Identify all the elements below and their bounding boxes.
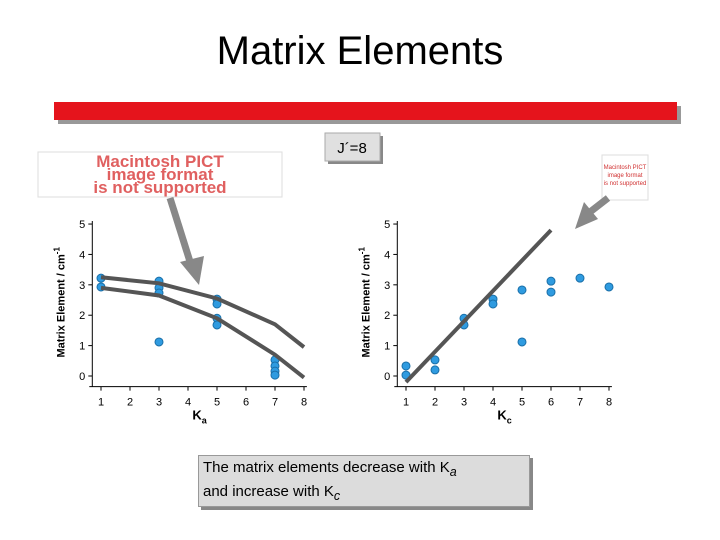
arrow bbox=[166, 195, 611, 285]
pict-text: Macintosh PICT bbox=[604, 165, 647, 171]
pict-right bbox=[601, 154, 649, 201]
x-tick-label: 7 bbox=[577, 397, 583, 409]
x-tick-label: 8 bbox=[606, 397, 612, 409]
y-tick-label: 0 bbox=[79, 371, 85, 383]
y-tick-label: 0 bbox=[384, 371, 390, 383]
x-tick-label: 5 bbox=[214, 397, 220, 409]
x-tick-label: 2 bbox=[432, 397, 438, 409]
caption-text: and increase with K bbox=[203, 483, 334, 500]
pict-text: is not supported bbox=[93, 178, 226, 197]
y-label-sup: -1 bbox=[52, 247, 61, 255]
y-tick-label: 2 bbox=[79, 310, 85, 322]
y-label: Matrix Element / cm-1 bbox=[357, 247, 372, 358]
y-tick-label: 2 bbox=[384, 310, 390, 322]
x-tick-label: 8 bbox=[301, 397, 307, 409]
x-tick-label: 4 bbox=[185, 397, 191, 409]
x-label: Kc bbox=[497, 408, 511, 426]
y-tick-label: 1 bbox=[79, 341, 85, 353]
point bbox=[212, 320, 222, 330]
point bbox=[517, 337, 527, 347]
y-label: Matrix Element / cm-1 bbox=[52, 247, 67, 358]
point bbox=[604, 282, 614, 292]
curve bbox=[404, 228, 553, 384]
pict-text: image format bbox=[107, 165, 214, 184]
x-tick-label: 5 bbox=[519, 397, 525, 409]
point bbox=[546, 276, 556, 286]
x-label-main: K bbox=[497, 408, 507, 423]
label-box bbox=[324, 132, 381, 162]
pict-text: Macintosh PICT bbox=[96, 152, 224, 171]
x-label-sub: a bbox=[202, 416, 208, 426]
point bbox=[154, 337, 164, 347]
red-bar bbox=[54, 102, 677, 120]
caption-text: The matrix elements decrease with K bbox=[203, 459, 450, 476]
pict-left bbox=[37, 151, 283, 198]
x-tick-label: 7 bbox=[272, 397, 278, 409]
point bbox=[546, 287, 556, 297]
y-tick-label: 3 bbox=[79, 280, 85, 292]
x-label-main: K bbox=[192, 408, 202, 423]
y-label-main: Matrix Element / cm bbox=[360, 254, 372, 358]
x-tick-label: 4 bbox=[490, 397, 496, 409]
x-tick-label: 3 bbox=[156, 397, 162, 409]
y-tick-label: 4 bbox=[384, 249, 390, 261]
x-label: Ka bbox=[192, 408, 207, 426]
caption-sub: c bbox=[333, 489, 341, 503]
caption-sub: a bbox=[449, 465, 457, 479]
pict-text: is not supported bbox=[604, 181, 647, 187]
y-tick-label: 5 bbox=[79, 219, 85, 231]
y-tick-label: 5 bbox=[384, 219, 390, 231]
y-tick-label: 1 bbox=[384, 341, 390, 353]
x-tick-label: 3 bbox=[461, 397, 467, 409]
point bbox=[575, 273, 585, 283]
curve bbox=[100, 285, 306, 380]
x-tick-label: 1 bbox=[98, 397, 104, 409]
y-label-main: Matrix Element / cm bbox=[55, 254, 67, 358]
y-tick-label: 3 bbox=[384, 280, 390, 292]
y-tick-label: 4 bbox=[79, 249, 85, 261]
point bbox=[430, 355, 440, 365]
curve bbox=[100, 275, 306, 349]
slide-title: Matrix Elements bbox=[217, 29, 504, 73]
x-label-sub: c bbox=[507, 416, 512, 426]
x-tick-label: 1 bbox=[403, 397, 409, 409]
point bbox=[488, 299, 498, 309]
y-label-sup: -1 bbox=[357, 247, 366, 255]
caption: The matrix elements decrease with Ka and … bbox=[198, 455, 530, 507]
x-tick-label: 6 bbox=[548, 397, 554, 409]
point bbox=[430, 365, 440, 375]
label: J´=8 bbox=[337, 140, 367, 157]
x-tick-label: 2 bbox=[127, 397, 133, 409]
point bbox=[270, 370, 280, 380]
pict-text: image format bbox=[607, 173, 642, 179]
x-tick-label: 6 bbox=[243, 397, 249, 409]
point bbox=[517, 285, 527, 295]
point bbox=[401, 361, 411, 371]
